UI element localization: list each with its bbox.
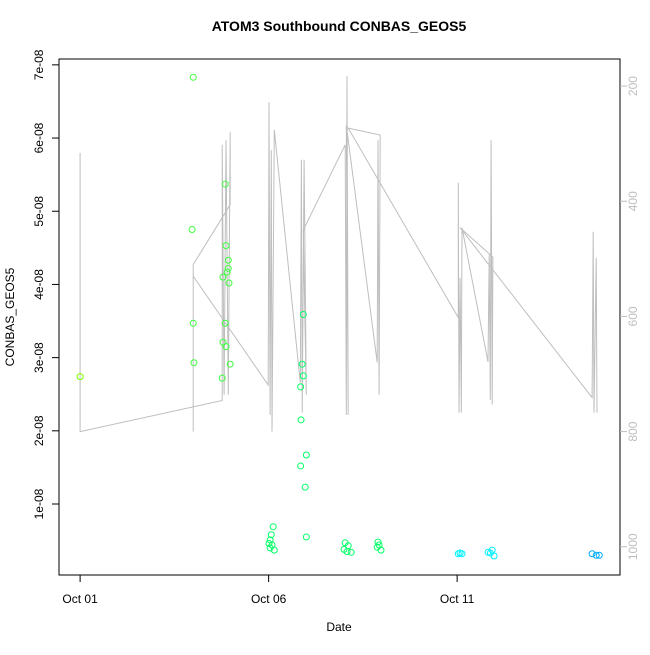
point bbox=[344, 542, 352, 550]
y2-tick-label: 600 bbox=[626, 306, 640, 326]
point bbox=[218, 374, 226, 382]
point bbox=[375, 541, 383, 549]
y-tick-label: 3e-08 bbox=[32, 342, 46, 373]
y-tick-label: 4e-08 bbox=[32, 269, 46, 300]
y-tick-label: 5e-08 bbox=[32, 196, 46, 227]
point bbox=[269, 523, 277, 531]
y2-tick-label: 200 bbox=[626, 76, 640, 96]
point bbox=[219, 273, 227, 281]
point bbox=[299, 310, 307, 318]
point bbox=[219, 338, 227, 346]
y-tick-label: 7e-08 bbox=[32, 49, 46, 80]
y-tick-label: 1e-08 bbox=[32, 488, 46, 519]
x-tick-label: Oct 01 bbox=[62, 592, 98, 606]
y-axis-label: CONBAS_GEOS5 bbox=[3, 267, 17, 366]
point bbox=[347, 548, 355, 556]
point bbox=[297, 416, 305, 424]
point bbox=[224, 264, 232, 272]
point bbox=[189, 319, 197, 327]
point bbox=[222, 343, 230, 351]
point bbox=[226, 360, 234, 368]
y2-tick-label: 400 bbox=[626, 191, 640, 211]
point bbox=[270, 546, 278, 554]
y2-tick-label: 800 bbox=[626, 421, 640, 441]
y2-tick-label: 1000 bbox=[626, 533, 640, 560]
x-tick-label: Oct 06 bbox=[251, 592, 287, 606]
x-axis-label: Date bbox=[326, 620, 352, 634]
point bbox=[189, 73, 197, 81]
point bbox=[266, 544, 274, 552]
point bbox=[588, 550, 596, 558]
y-tick-label: 2e-08 bbox=[32, 415, 46, 446]
point bbox=[456, 549, 464, 557]
plot-frame bbox=[58, 58, 621, 576]
point bbox=[592, 551, 600, 559]
profile-line bbox=[79, 76, 598, 433]
point bbox=[222, 242, 230, 250]
point bbox=[224, 256, 232, 264]
point bbox=[298, 360, 306, 368]
point bbox=[297, 462, 305, 470]
point bbox=[299, 372, 307, 380]
y-tick-label: 6e-08 bbox=[32, 122, 46, 153]
point bbox=[190, 359, 198, 367]
chart-title: ATOM3 Southbound CONBAS_GEOS5 bbox=[212, 18, 467, 34]
point bbox=[265, 540, 273, 548]
point bbox=[595, 551, 603, 559]
point bbox=[188, 226, 196, 234]
point bbox=[301, 483, 309, 491]
point bbox=[225, 279, 233, 287]
point bbox=[302, 533, 310, 541]
point bbox=[223, 268, 231, 276]
point bbox=[297, 383, 305, 391]
x-tick-label: Oct 11 bbox=[440, 592, 475, 606]
point bbox=[302, 451, 310, 459]
point bbox=[486, 549, 494, 557]
point bbox=[221, 319, 229, 327]
point bbox=[267, 531, 275, 539]
point bbox=[221, 180, 229, 188]
point bbox=[76, 373, 84, 381]
